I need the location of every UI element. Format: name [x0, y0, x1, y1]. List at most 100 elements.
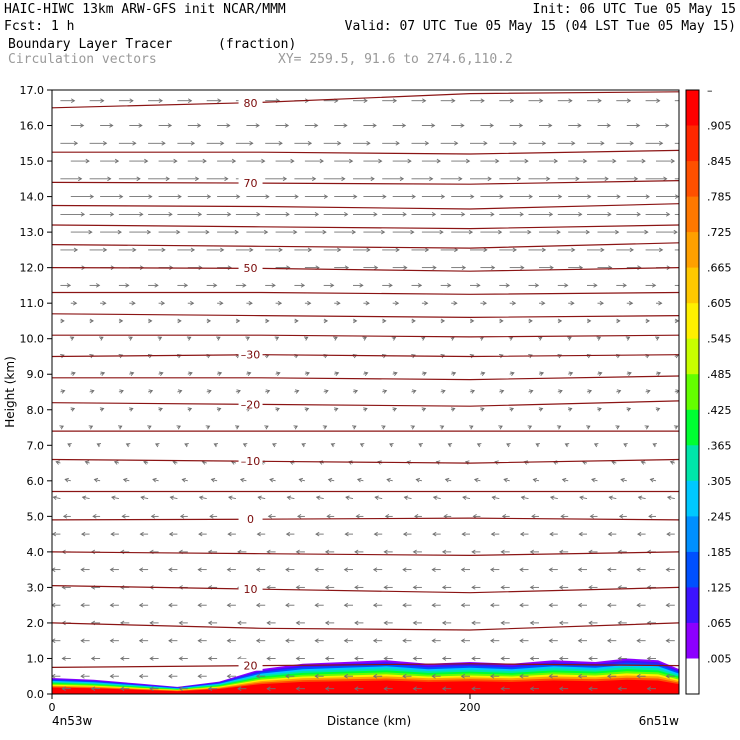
wind-vector-head	[527, 425, 533, 430]
wind-vector-head	[362, 336, 367, 341]
wind-vector-head	[143, 460, 148, 465]
wind-vector-head	[344, 265, 350, 270]
wind-vector-head	[606, 123, 611, 128]
wind-vector-head	[93, 477, 99, 483]
wind-vector	[492, 496, 500, 500]
wind-vector-head	[520, 265, 525, 270]
wind-vector-head	[516, 176, 522, 182]
wind-vector-head	[636, 673, 641, 679]
wind-vector-head	[557, 318, 563, 324]
wind-vector	[328, 478, 335, 482]
wind-vector-head	[314, 123, 319, 128]
wind-vector-head	[401, 123, 407, 128]
wind-vector-head	[462, 495, 467, 501]
wind-vector-head	[343, 673, 349, 679]
wind-vector-head	[266, 656, 271, 661]
wind-vector-head	[324, 656, 330, 661]
wind-vector-head	[111, 495, 116, 501]
wind-vector-head	[644, 229, 649, 235]
wind-vector-head	[519, 602, 524, 608]
x-axis: 0 200	[49, 694, 481, 714]
wind-vector	[94, 478, 101, 482]
wind-vector-head	[431, 638, 436, 643]
contour-label-bg	[238, 658, 263, 671]
wind-vector-head	[460, 638, 466, 643]
wind-vector-head	[322, 425, 328, 430]
wind-vector-head	[206, 318, 212, 324]
wind-vector-head	[460, 602, 466, 608]
contour-label: –10	[241, 455, 261, 468]
wind-vector	[111, 496, 119, 500]
wind-vector-head	[512, 141, 517, 146]
wind-vector-head	[403, 265, 408, 270]
wind-vector-head	[393, 371, 398, 376]
wind-vector-head	[470, 389, 476, 394]
wind-vector-head	[276, 371, 281, 376]
wind-vector-head	[125, 283, 130, 288]
wind-vector-head	[641, 158, 646, 164]
wind-vector-head	[120, 585, 125, 590]
wind-vector-head	[567, 336, 572, 341]
wind-vector-head	[607, 602, 612, 608]
wind-vector-head	[447, 443, 453, 448]
wind-vector-head	[588, 686, 593, 691]
wind-vector-head	[307, 141, 313, 146]
wind-vector-head	[315, 531, 320, 537]
wind-vector-head	[177, 318, 182, 324]
colorbar-label: .485	[707, 368, 732, 381]
wind-vector-head	[334, 371, 340, 376]
wind-vector-head	[665, 212, 671, 217]
wind-vector-head	[324, 389, 329, 394]
wind-vector-head	[529, 549, 535, 555]
wind-vector	[228, 496, 236, 500]
wind-vector-head	[558, 389, 563, 394]
wind-vector-head	[431, 567, 436, 572]
wind-vector-head	[239, 477, 245, 483]
wind-vector-head	[389, 443, 394, 448]
wind-vector-head	[607, 673, 612, 679]
wind-vector-head	[518, 123, 524, 128]
wind-vector-head	[412, 686, 417, 691]
wind-vector	[141, 496, 149, 500]
wind-vector-head	[645, 194, 650, 199]
wind-vector-head	[424, 141, 430, 146]
wind-vector-head	[140, 495, 145, 501]
wind-vector-head	[582, 158, 588, 164]
wind-vector-head	[374, 495, 379, 501]
wind-vector-head	[149, 686, 154, 691]
wind-vector-head	[412, 549, 417, 555]
wind-vector-head	[548, 567, 553, 572]
wind-vector-head	[558, 620, 564, 626]
wind-vector-head	[510, 371, 515, 376]
wind-vector-head	[96, 443, 102, 448]
plot-frame	[51, 89, 680, 695]
wind-vector-head	[575, 176, 580, 182]
contour-line	[52, 354, 679, 358]
colorbar-swatch	[686, 196, 699, 233]
wind-vector-head	[269, 477, 274, 483]
wind-vector-head	[227, 531, 232, 537]
colorbar-label: .365	[707, 439, 732, 452]
wind-vector-head	[300, 283, 306, 288]
colorbar-label: –	[707, 84, 713, 97]
wind-vector	[152, 478, 159, 482]
colorbar-swatch	[686, 516, 699, 553]
contour-line	[52, 224, 679, 230]
y-tick-label: 12.0	[20, 262, 45, 275]
wind-vector	[445, 478, 452, 482]
wind-vector-head	[330, 443, 336, 448]
wind-vector-head	[144, 158, 149, 164]
contour-label: 10	[244, 583, 258, 596]
wind-vector-head	[295, 549, 300, 555]
wind-vector-head	[307, 300, 312, 306]
wind-vector-head	[249, 247, 254, 253]
wind-vector-head	[512, 247, 517, 253]
wind-vector-head	[118, 318, 124, 324]
y-tick-label: 10.0	[20, 333, 45, 346]
colorbar-label: .605	[707, 297, 732, 310]
wind-vector-head	[587, 389, 593, 394]
wind-vector	[591, 478, 598, 482]
wind-vector-head	[242, 283, 247, 288]
wind-vector-head	[295, 686, 300, 691]
x-tick-label: 200	[460, 701, 481, 714]
